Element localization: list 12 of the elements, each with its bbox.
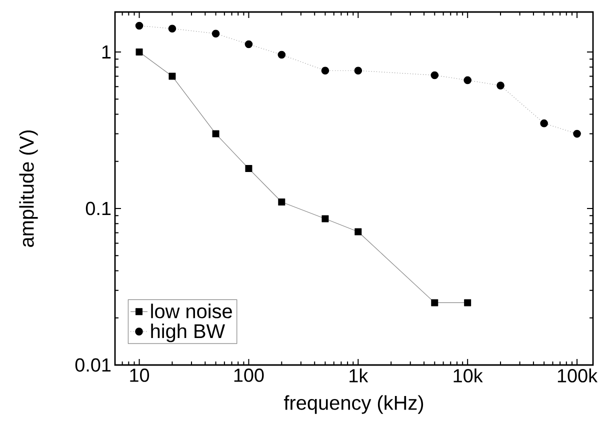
x-tick-label: 10 [130, 368, 150, 382]
y-tick-label: 0.01 [75, 358, 111, 372]
x-tick-label: 100 [234, 368, 264, 382]
y-tick-label: 0.1 [86, 202, 111, 216]
x-tick-label: 10k [454, 368, 483, 382]
x-tick-label: 1k [350, 368, 368, 382]
y-tick-label: 1 [102, 45, 111, 58]
legend-label: low noise [151, 304, 232, 318]
legend-label: high BW [151, 324, 226, 342]
x-axis-title: frequency (kHz) [284, 395, 424, 414]
x-tick-label: 100k [558, 368, 598, 382]
y-axis-title: amplitude (V) [19, 130, 38, 247]
